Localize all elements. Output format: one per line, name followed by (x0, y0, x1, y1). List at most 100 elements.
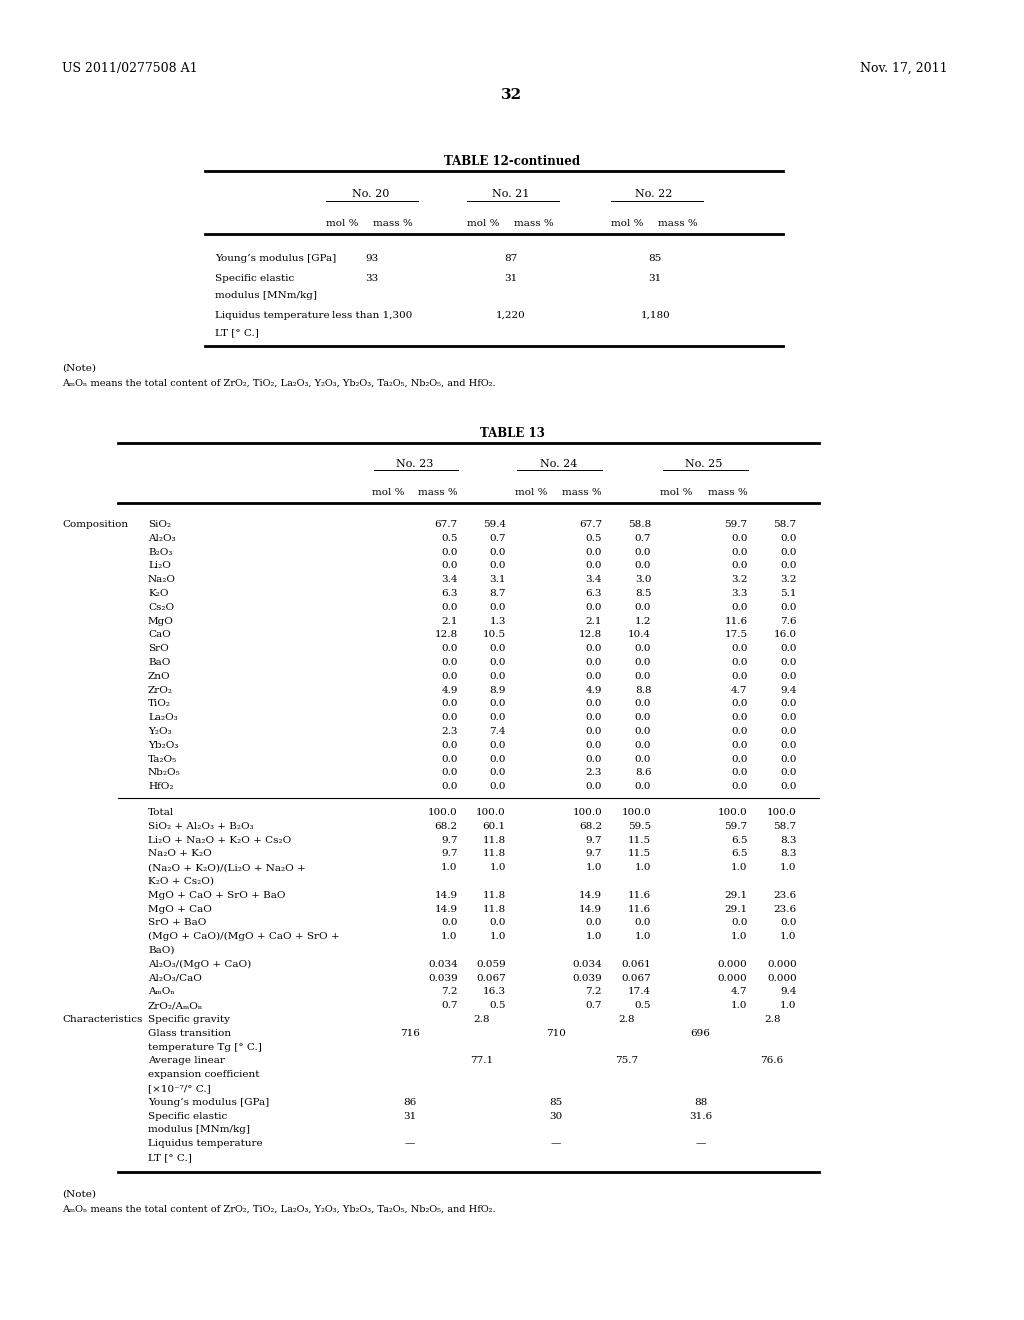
Text: 1.2: 1.2 (635, 616, 651, 626)
Text: 1.0: 1.0 (441, 863, 458, 873)
Text: 67.7: 67.7 (579, 520, 602, 529)
Text: 0.0: 0.0 (780, 644, 797, 653)
Text: 0.0: 0.0 (586, 741, 602, 750)
Text: 8.9: 8.9 (489, 685, 506, 694)
Text: 11.5: 11.5 (628, 836, 651, 845)
Text: (Note): (Note) (62, 364, 96, 374)
Text: 0.0: 0.0 (489, 755, 506, 763)
Text: 16.0: 16.0 (773, 631, 797, 639)
Text: less than 1,300: less than 1,300 (332, 312, 412, 319)
Text: 0.039: 0.039 (428, 974, 458, 982)
Text: Total: Total (148, 808, 174, 817)
Text: 2.3: 2.3 (586, 768, 602, 777)
Text: TABLE 13: TABLE 13 (479, 426, 545, 440)
Text: BaO): BaO) (148, 946, 174, 954)
Text: 0.0: 0.0 (635, 741, 651, 750)
Text: 100.0: 100.0 (622, 808, 651, 817)
Text: 14.9: 14.9 (579, 891, 602, 900)
Text: 11.8: 11.8 (482, 849, 506, 858)
Text: 77.1: 77.1 (470, 1056, 493, 1065)
Text: TiO₂: TiO₂ (148, 700, 171, 709)
Text: 2.1: 2.1 (586, 616, 602, 626)
Text: ZrO₂/AₘOₙ: ZrO₂/AₘOₙ (148, 1001, 203, 1010)
Text: 7.4: 7.4 (489, 727, 506, 737)
Text: 0.0: 0.0 (489, 561, 506, 570)
Text: 12.8: 12.8 (579, 631, 602, 639)
Text: 0.0: 0.0 (635, 644, 651, 653)
Text: 0.5: 0.5 (441, 533, 458, 543)
Text: 31: 31 (403, 1111, 416, 1121)
Text: 0.0: 0.0 (731, 713, 748, 722)
Text: 59.4: 59.4 (482, 520, 506, 529)
Text: B₂O₃: B₂O₃ (148, 548, 172, 557)
Text: 14.9: 14.9 (579, 904, 602, 913)
Text: 0.0: 0.0 (780, 548, 797, 557)
Text: 0.5: 0.5 (489, 1001, 506, 1010)
Text: 0.0: 0.0 (489, 783, 506, 791)
Text: 9.7: 9.7 (441, 849, 458, 858)
Text: 1.0: 1.0 (780, 932, 797, 941)
Text: 59.7: 59.7 (724, 520, 748, 529)
Text: 100.0: 100.0 (718, 808, 748, 817)
Text: MgO + CaO: MgO + CaO (148, 904, 212, 913)
Text: TABLE 12-continued: TABLE 12-continued (444, 154, 580, 168)
Text: 5.1: 5.1 (780, 589, 797, 598)
Text: 2.8: 2.8 (473, 1015, 489, 1024)
Text: 11.5: 11.5 (628, 849, 651, 858)
Text: 1.0: 1.0 (731, 863, 748, 873)
Text: La₂O₃: La₂O₃ (148, 713, 178, 722)
Text: 3.2: 3.2 (780, 576, 797, 585)
Text: 0.0: 0.0 (441, 768, 458, 777)
Text: 1.0: 1.0 (586, 932, 602, 941)
Text: 0.0: 0.0 (780, 755, 797, 763)
Text: 0.0: 0.0 (635, 657, 651, 667)
Text: 0.0: 0.0 (586, 672, 602, 681)
Text: 0.034: 0.034 (428, 960, 458, 969)
Text: 8.7: 8.7 (489, 589, 506, 598)
Text: 4.7: 4.7 (731, 987, 748, 997)
Text: 2.8: 2.8 (764, 1015, 780, 1024)
Text: SiO₂ + Al₂O₃ + B₂O₃: SiO₂ + Al₂O₃ + B₂O₃ (148, 822, 254, 830)
Text: 0.0: 0.0 (731, 919, 748, 928)
Text: 4.9: 4.9 (586, 685, 602, 694)
Text: 0.0: 0.0 (731, 533, 748, 543)
Text: mass %: mass % (562, 488, 602, 498)
Text: 12.8: 12.8 (434, 631, 458, 639)
Text: 0.0: 0.0 (441, 700, 458, 709)
Text: 8.3: 8.3 (780, 836, 797, 845)
Text: 0.0: 0.0 (489, 741, 506, 750)
Text: 9.7: 9.7 (586, 836, 602, 845)
Text: 2.3: 2.3 (441, 727, 458, 737)
Text: 0.0: 0.0 (635, 561, 651, 570)
Text: ZrO₂: ZrO₂ (148, 685, 173, 694)
Text: 23.6: 23.6 (773, 891, 797, 900)
Text: 716: 716 (399, 1028, 420, 1038)
Text: Liquidus temperature: Liquidus temperature (215, 312, 330, 319)
Text: 0.0: 0.0 (780, 561, 797, 570)
Text: 0.0: 0.0 (731, 700, 748, 709)
Text: 0.0: 0.0 (780, 713, 797, 722)
Text: 31.6: 31.6 (689, 1111, 712, 1121)
Text: 59.5: 59.5 (628, 822, 651, 830)
Text: Nov. 17, 2011: Nov. 17, 2011 (860, 62, 947, 75)
Text: 710: 710 (546, 1028, 566, 1038)
Text: Na₂O: Na₂O (148, 576, 176, 585)
Text: 0.0: 0.0 (780, 919, 797, 928)
Text: 0.0: 0.0 (586, 727, 602, 737)
Text: 85: 85 (649, 253, 662, 263)
Text: 23.6: 23.6 (773, 904, 797, 913)
Text: 0.0: 0.0 (635, 727, 651, 737)
Text: Al₂O₃/CaO: Al₂O₃/CaO (148, 974, 202, 982)
Text: 0.0: 0.0 (441, 657, 458, 667)
Text: 100.0: 100.0 (572, 808, 602, 817)
Text: 0.0: 0.0 (489, 919, 506, 928)
Text: 0.0: 0.0 (586, 783, 602, 791)
Text: 16.3: 16.3 (482, 987, 506, 997)
Text: Specific gravity: Specific gravity (148, 1015, 230, 1024)
Text: 60.1: 60.1 (482, 822, 506, 830)
Text: 0.0: 0.0 (489, 548, 506, 557)
Text: 14.9: 14.9 (434, 904, 458, 913)
Text: 32: 32 (502, 88, 522, 102)
Text: mass %: mass % (708, 488, 748, 498)
Text: 0.0: 0.0 (731, 657, 748, 667)
